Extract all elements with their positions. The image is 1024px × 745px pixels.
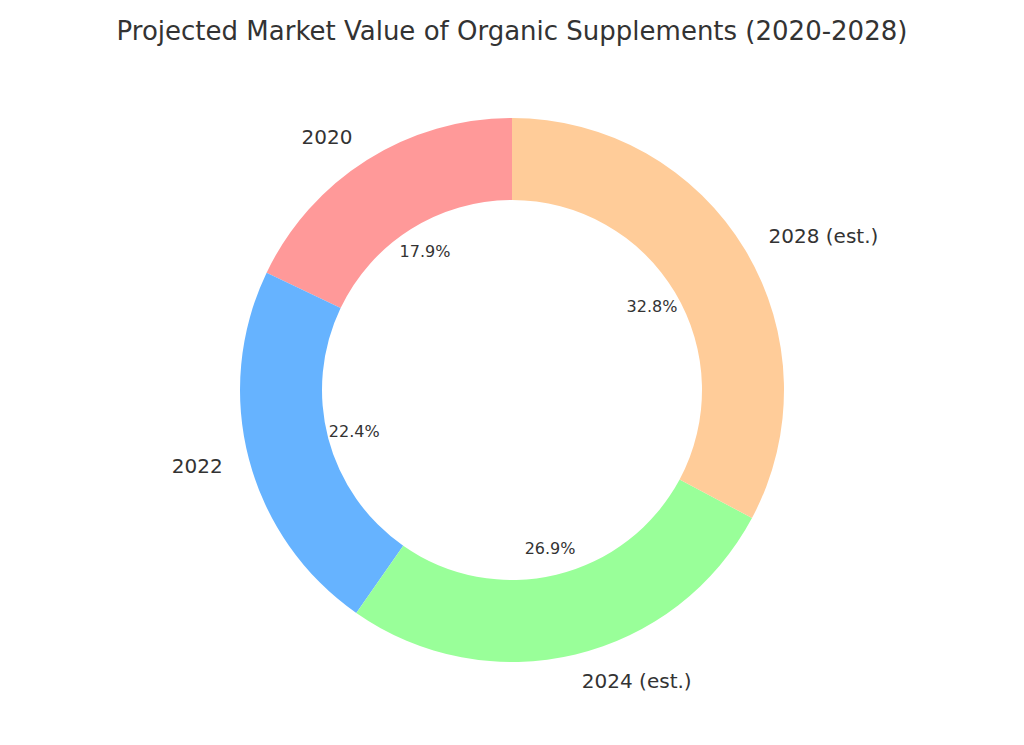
value-label: 22.4%	[329, 422, 380, 441]
slices	[240, 118, 784, 662]
category-label: 2022	[172, 454, 223, 478]
slice	[512, 118, 784, 518]
chart: Projected Market Value of Organic Supple…	[0, 0, 1024, 745]
category-label: 2024 (est.)	[582, 669, 692, 693]
value-label: 32.8%	[627, 297, 678, 316]
category-label: 2020	[302, 125, 353, 149]
slice	[356, 479, 752, 662]
labels: 2020 17.9% 2022 22.4% 2024 (est.) 26.9% 2028 (…	[172, 125, 879, 693]
value-label: 26.9%	[525, 539, 576, 558]
slice	[267, 118, 512, 308]
chart-title: Projected Market Value of Organic Supple…	[117, 16, 908, 46]
slice	[240, 273, 403, 613]
category-label: 2028 (est.)	[769, 224, 879, 248]
value-label: 17.9%	[400, 242, 451, 261]
